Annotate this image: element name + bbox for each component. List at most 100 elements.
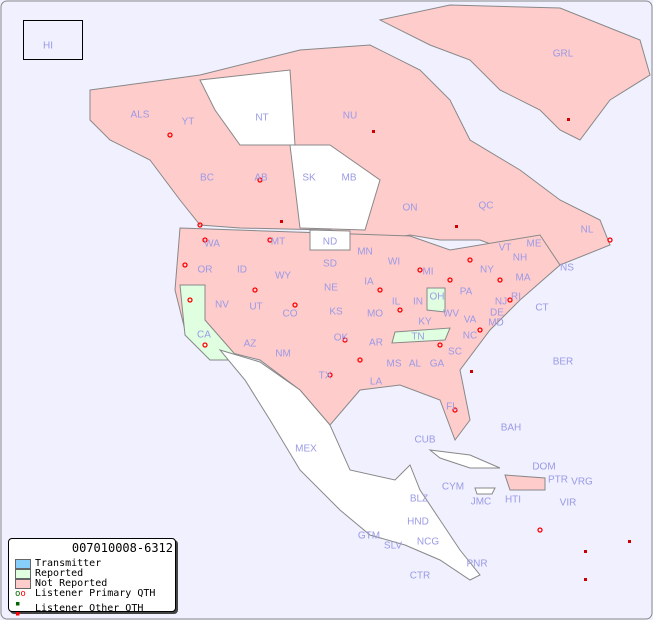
region-label: NY — [480, 264, 494, 276]
region-label: SLV — [383, 540, 403, 552]
region-mex — [218, 349, 481, 581]
region-label: NC — [462, 330, 478, 342]
region-label: ALS — [130, 109, 150, 121]
region-label: AB — [254, 172, 268, 184]
legend-item-other-qth: ▪ ▪ Listener Other QTH — [15, 599, 143, 619]
region-label: LA — [369, 376, 383, 388]
region-label: PNR — [466, 558, 488, 570]
region-label: NT — [255, 112, 269, 124]
region-label: OH — [429, 291, 445, 303]
region-label: CO — [282, 308, 298, 320]
region-label: IA — [364, 276, 374, 288]
region-label: IN — [413, 296, 423, 308]
region-label: GA — [429, 358, 445, 370]
region-label: MEX — [295, 443, 317, 455]
region-label: TX — [318, 370, 332, 382]
region-label: ON — [402, 202, 418, 214]
region-label: GTM — [357, 530, 381, 542]
region-label: KS — [329, 306, 343, 318]
region-label: PA — [459, 286, 473, 298]
region-tn — [391, 327, 451, 344]
region-label: SC — [448, 346, 462, 358]
legend-label: Listener Other QTH — [35, 603, 144, 614]
reported-swatch — [15, 569, 31, 579]
region-label: ID — [237, 264, 247, 276]
legend-label: Listener Primary QTH — [35, 588, 156, 599]
region-label: VT — [498, 242, 512, 254]
region-label: WV — [442, 308, 460, 320]
region-label: NH — [512, 252, 528, 264]
region-label: YT — [181, 116, 195, 128]
region-label: PTR — [548, 474, 568, 486]
not-reported-swatch — [15, 579, 31, 589]
listener-primary-marks — [167, 132, 613, 533]
region-label: MN — [357, 246, 373, 258]
region-label: NM — [275, 348, 291, 360]
region-label: MD — [488, 317, 504, 329]
transmitter-swatch — [15, 559, 31, 569]
region-label: SK — [302, 172, 316, 184]
region-hispaniola — [504, 474, 546, 491]
region-label: AR — [369, 337, 383, 349]
region-label: DE — [490, 307, 504, 319]
region-nt — [199, 69, 296, 146]
region-label: SD — [323, 258, 337, 270]
region-label: BLZ — [409, 493, 429, 505]
region-label: VIR — [559, 497, 577, 509]
region-label: GRL — [552, 48, 574, 60]
region-label: MB — [341, 172, 357, 184]
legend-label: Not Reported — [35, 578, 108, 589]
region-label: WY — [274, 270, 292, 282]
legend-label: Reported — [35, 568, 84, 579]
region-label: ME — [526, 238, 542, 250]
region-label: BER — [552, 356, 574, 368]
region-label: BC — [200, 172, 214, 184]
region-label: MO — [366, 308, 384, 320]
region-cub — [428, 449, 501, 469]
legend: 007010008-6312 Transmitter Reported Not … — [8, 538, 176, 619]
region-label: CA — [197, 329, 211, 341]
region-label: OK — [333, 332, 349, 344]
region-label: AL — [408, 358, 422, 370]
region-label: WA — [204, 238, 220, 250]
region-label: TN — [411, 331, 425, 343]
region-label: WI — [387, 256, 401, 268]
region-grl — [378, 4, 651, 141]
region-label: AZ — [243, 338, 257, 350]
region-label: CYM — [441, 481, 465, 493]
region-label: NJ — [494, 296, 508, 308]
legend-title: 007010008-6312 — [71, 541, 173, 555]
region-label: VA — [463, 314, 477, 326]
region-sk-mb — [289, 144, 381, 231]
region-label: NCG — [416, 536, 440, 548]
region-label: QC — [478, 200, 494, 212]
region-label: BAH — [500, 422, 522, 434]
region-label: JMC — [470, 496, 492, 508]
region-label: DOM — [532, 461, 556, 473]
region-oh — [426, 287, 446, 313]
legend-item-not-reported: Not Reported — [15, 579, 107, 589]
region-label: OR — [197, 264, 213, 276]
region-label: HND — [407, 516, 429, 528]
legend-label: Transmitter — [35, 558, 102, 569]
legend-item-primary-qth: oo Listener Primary QTH — [15, 588, 156, 600]
region-label: NV — [215, 299, 229, 311]
region-nd — [309, 229, 351, 251]
legend-item-reported: Reported — [15, 569, 83, 579]
region-label: NS — [560, 262, 574, 274]
region-label: CUB — [414, 434, 436, 446]
region-label: NE — [324, 282, 338, 294]
region-label: NU — [342, 110, 358, 122]
region-label: MA — [515, 272, 531, 284]
region-label: UT — [249, 301, 263, 313]
primary-qth-icon: oo — [15, 589, 26, 599]
legend-item-transmitter: Transmitter — [15, 559, 101, 569]
region-jmc — [474, 487, 496, 495]
other-qth-icon: ▪ ▪ — [15, 599, 21, 619]
region-label: FL — [446, 401, 458, 413]
region-label: MI — [422, 266, 434, 278]
region-label: MT — [270, 236, 286, 248]
region-label: KY — [418, 316, 432, 328]
